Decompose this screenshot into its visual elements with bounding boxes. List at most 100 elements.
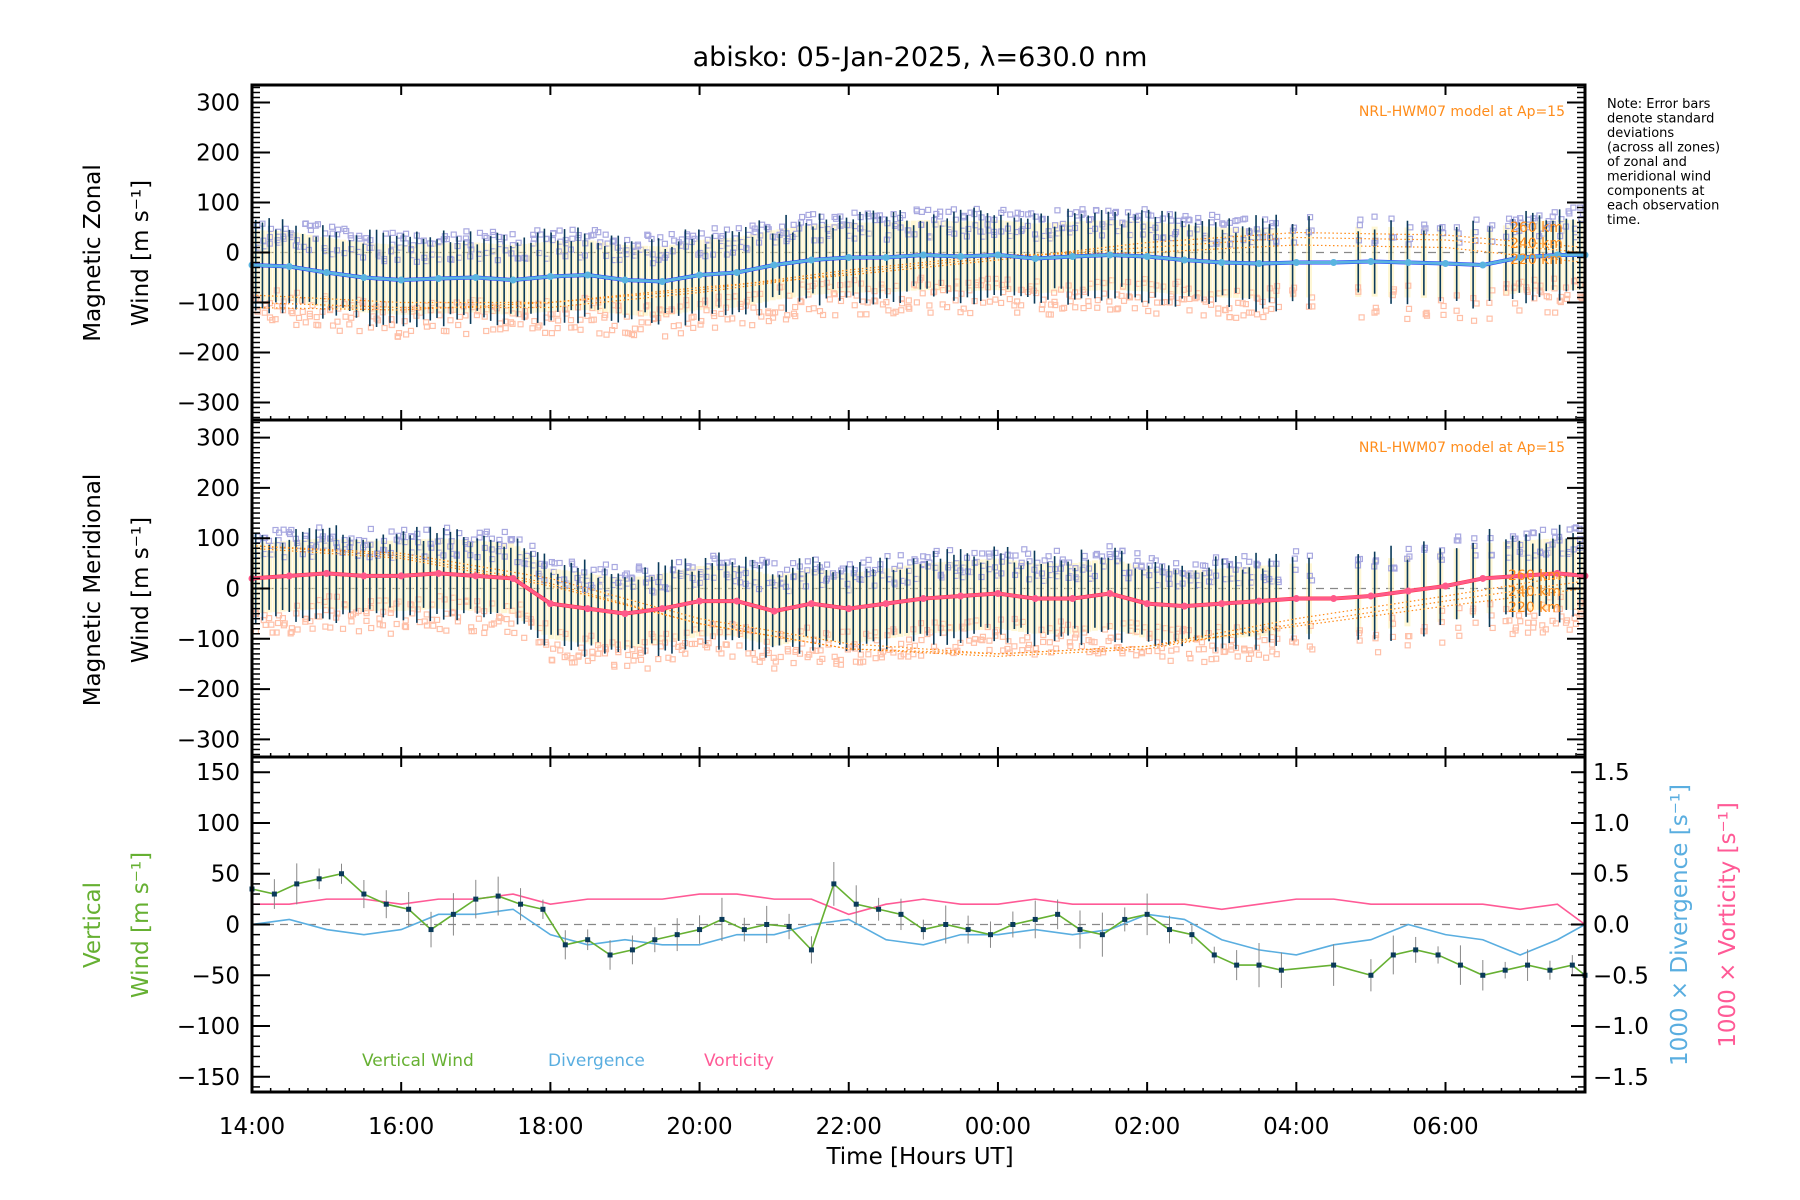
- scatter-point: [307, 618, 314, 625]
- scatter-point: [1153, 310, 1160, 317]
- scatter-point: [1274, 635, 1281, 642]
- scatter-point: [1502, 618, 1509, 625]
- scatter-point: [1107, 553, 1114, 561]
- scatter-point: [313, 313, 320, 321]
- scatter-point: [860, 658, 867, 665]
- scatter-point: [1081, 552, 1088, 560]
- scatter-point: [1262, 307, 1270, 314]
- scatter-point: [1142, 300, 1149, 307]
- mean-point: [1442, 260, 1450, 267]
- scatter-point: [595, 229, 602, 236]
- scatter-point: [1145, 307, 1152, 315]
- scatter-point: [1006, 649, 1013, 656]
- scatter-point: [1506, 617, 1513, 624]
- vertical-wind-point: [1480, 972, 1486, 978]
- vertical-wind-point: [1502, 967, 1508, 973]
- scatter-point: [884, 288, 891, 295]
- scatter-point: [851, 641, 858, 648]
- scatter-point: [336, 327, 343, 334]
- scatter-point: [571, 324, 578, 331]
- scatter-point: [562, 630, 569, 638]
- scatter-point: [562, 253, 569, 260]
- x-axis-label: Time [Hours UT]: [825, 1144, 1013, 1170]
- scatter-point: [535, 639, 542, 646]
- scatter-point: [637, 656, 645, 663]
- vertical-wind-point: [450, 911, 456, 917]
- scatter-point: [777, 630, 784, 638]
- scatter-point: [779, 223, 786, 230]
- vertical-wind-point: [831, 881, 837, 887]
- scatter-point: [831, 291, 838, 298]
- mean-point: [1106, 590, 1114, 598]
- scatter-point: [697, 321, 704, 328]
- scatter-point: [1566, 526, 1573, 533]
- mean-point: [584, 271, 592, 279]
- scatter-point: [421, 254, 428, 261]
- scatter-point: [718, 310, 725, 317]
- scatter-point: [967, 209, 974, 216]
- x-tick-label: 16:00: [368, 1114, 434, 1140]
- scatter-point: [530, 235, 538, 242]
- merid-alt-240: 240 km: [1508, 584, 1561, 600]
- scatter-point: [689, 564, 696, 571]
- mean-point: [1180, 256, 1188, 264]
- scatter-point: [979, 550, 986, 557]
- y-tick-label: 200: [196, 476, 240, 502]
- scatter-point: [1309, 303, 1316, 310]
- x-tick-labels: 14:00 16:00 18:00 20:00 22:00 00:00 02:00 04:00…: [219, 1114, 1479, 1140]
- scatter-point: [1014, 209, 1021, 216]
- scatter-point: [865, 556, 872, 564]
- y-tick-label: 300: [196, 91, 240, 117]
- scatter-point: [1006, 295, 1013, 303]
- scatter-point: [1012, 552, 1019, 559]
- scatter-point: [837, 656, 844, 664]
- mean-point: [882, 254, 890, 261]
- scatter-point: [750, 304, 757, 311]
- scatter-point: [772, 309, 779, 316]
- scatter-point: [496, 536, 503, 543]
- scatter-point: [1240, 312, 1247, 319]
- scatter-point: [649, 251, 656, 258]
- mean-point: [1143, 253, 1151, 260]
- vertical-wind-point: [741, 927, 747, 933]
- scatter-point: [269, 629, 276, 636]
- scatter-point: [490, 326, 497, 333]
- scatter-point: [603, 331, 610, 338]
- scatter-point: [531, 318, 538, 325]
- vertical-wind-point: [1189, 932, 1195, 938]
- scatter-point: [1092, 206, 1100, 214]
- mean-point: [807, 600, 815, 608]
- y-tick-label: 0: [225, 241, 240, 267]
- mean-point: [1553, 251, 1561, 259]
- mean-point: [621, 610, 629, 618]
- vertical-wind-point: [920, 927, 926, 933]
- scatter-point: [450, 231, 457, 238]
- scatter-point: [367, 604, 374, 611]
- vertical-wind-point: [540, 906, 546, 912]
- scatter-point: [1185, 216, 1192, 223]
- scatter-point: [1038, 306, 1045, 313]
- scatter-point: [910, 651, 917, 658]
- mean-point: [509, 574, 517, 582]
- scatter-point: [637, 326, 644, 333]
- scatter-point: [334, 318, 341, 325]
- scatter-point: [501, 528, 508, 536]
- scatter-point: [1148, 291, 1156, 299]
- vertical-wind-point: [473, 896, 479, 902]
- vertical-wind-point: [1256, 962, 1262, 968]
- scatter-point: [334, 610, 341, 617]
- scatter-point: [1439, 639, 1446, 646]
- scatter-point: [812, 556, 819, 563]
- scatter-point: [1099, 649, 1107, 656]
- scatter-point: [883, 299, 890, 306]
- scatter-point: [548, 330, 555, 337]
- mean-point: [360, 572, 368, 580]
- panel-2: 300 200 100 0 −100 −200 −300: [177, 418, 1589, 759]
- scatter-point: [455, 235, 462, 242]
- scatter-point: [348, 314, 355, 321]
- scatter-point: [918, 652, 925, 659]
- scatter-point: [1072, 574, 1079, 581]
- scatter-point: [851, 209, 858, 216]
- scatter-point: [282, 225, 289, 232]
- scatter-point: [844, 628, 851, 635]
